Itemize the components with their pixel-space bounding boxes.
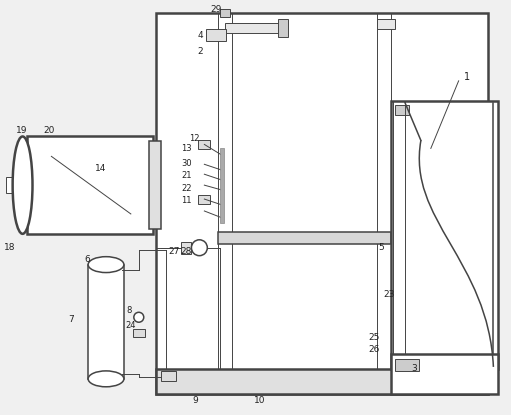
- Text: 6: 6: [84, 255, 90, 264]
- Text: 22: 22: [181, 183, 192, 193]
- Bar: [133, 329, 145, 337]
- Text: 14: 14: [96, 164, 107, 173]
- Bar: [220, 9, 230, 17]
- Bar: [395, 359, 419, 371]
- Text: 23: 23: [383, 290, 395, 299]
- Bar: [225, 23, 280, 33]
- Ellipse shape: [88, 371, 124, 387]
- Ellipse shape: [88, 256, 124, 273]
- Text: 12: 12: [189, 134, 200, 143]
- Bar: [206, 29, 226, 41]
- Text: 11: 11: [181, 195, 192, 205]
- Text: 29: 29: [211, 5, 222, 14]
- Text: 20: 20: [44, 126, 55, 135]
- Bar: [395, 105, 409, 115]
- Bar: [160, 371, 176, 381]
- Bar: [156, 13, 489, 394]
- Bar: [377, 19, 395, 29]
- Bar: [181, 242, 192, 254]
- Text: 8: 8: [126, 306, 131, 315]
- Text: 10: 10: [254, 396, 266, 405]
- Circle shape: [192, 240, 207, 256]
- Text: 4: 4: [198, 31, 203, 40]
- Bar: [218, 232, 391, 244]
- Bar: [393, 101, 405, 369]
- Text: 13: 13: [181, 144, 192, 153]
- Text: 7: 7: [68, 315, 74, 324]
- Text: 19: 19: [16, 126, 27, 135]
- Text: 2: 2: [198, 46, 203, 56]
- Bar: [198, 195, 211, 204]
- Text: 21: 21: [181, 171, 192, 180]
- Text: 3: 3: [411, 364, 417, 374]
- Circle shape: [134, 312, 144, 322]
- Bar: [220, 149, 224, 223]
- Ellipse shape: [13, 137, 33, 234]
- Text: 30: 30: [181, 159, 192, 168]
- Bar: [6, 177, 17, 193]
- Bar: [156, 369, 489, 394]
- Text: 5: 5: [378, 243, 384, 252]
- Text: 26: 26: [368, 344, 380, 354]
- Bar: [377, 13, 391, 369]
- Bar: [278, 19, 288, 37]
- Bar: [218, 13, 232, 369]
- Text: 28: 28: [181, 247, 192, 256]
- Text: 27: 27: [168, 247, 179, 256]
- Bar: [391, 101, 498, 369]
- Bar: [198, 140, 211, 149]
- Text: 9: 9: [193, 396, 198, 405]
- Bar: [149, 142, 160, 229]
- Bar: [391, 354, 498, 394]
- Text: 18: 18: [4, 243, 15, 252]
- Bar: [88, 265, 124, 379]
- Bar: [27, 137, 153, 234]
- Text: 24: 24: [126, 321, 136, 330]
- Text: 25: 25: [368, 333, 380, 342]
- Text: 1: 1: [463, 72, 470, 82]
